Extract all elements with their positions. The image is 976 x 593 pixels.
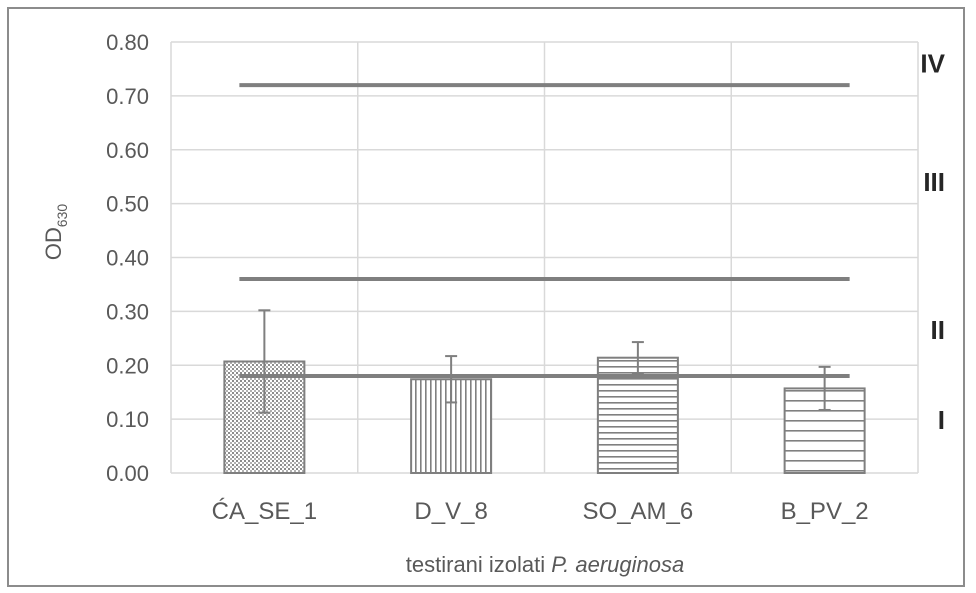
zone-label: IV (920, 49, 945, 79)
y-axis-title: OD630 (41, 204, 70, 261)
x-tick-label: ĆA_SE_1 (212, 498, 317, 525)
y-tick-label: 0.60 (106, 138, 149, 163)
y-tick-label: 0.50 (106, 192, 149, 217)
y-tick-label: 0.20 (106, 353, 149, 378)
zone-label: II (931, 315, 945, 345)
y-tick-label: 0.40 (106, 246, 149, 271)
x-axis-title: testirani izolati P. aeruginosa (406, 552, 684, 577)
y-tick-label: 0.00 (106, 461, 149, 486)
zone-label: I (938, 405, 945, 435)
y-tick-label: 0.70 (106, 84, 149, 109)
y-tick-label: 0.30 (106, 299, 149, 324)
y-tick-label: 0.10 (106, 407, 149, 432)
chart-frame (7, 7, 965, 587)
x-tick-label: SO_AM_6 (583, 498, 694, 525)
x-tick-label: B_PV_2 (781, 498, 869, 525)
x-tick-label: D_V_8 (414, 498, 487, 525)
zone-label: III (923, 167, 945, 197)
y-tick-label: 0.80 (106, 30, 149, 55)
